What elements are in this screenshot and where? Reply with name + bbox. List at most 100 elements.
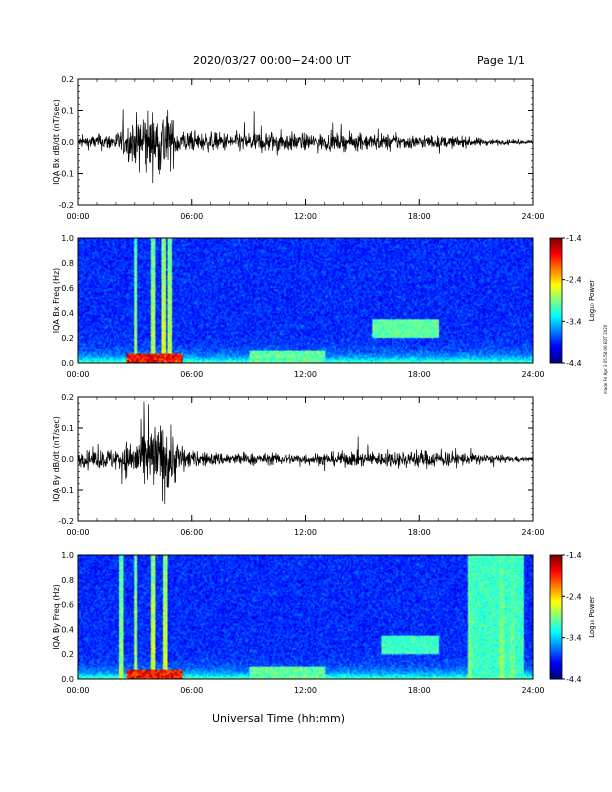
panel-4: 0.0 0.2 0.4 0.6 0.8 1.0 00:00 06:00 12:00 18:00 24… — [52, 551, 596, 695]
colorbar-tick-label: -4.4 — [566, 359, 582, 368]
y-tick-label: -0.2 — [58, 201, 74, 210]
colorbar-swatch — [550, 625, 562, 628]
y-tick-label: 0.2 — [61, 393, 74, 402]
colorbar-swatch — [550, 604, 562, 608]
colorbar-swatch — [550, 569, 562, 573]
colorbar-swatch — [550, 563, 562, 566]
x-tick-label: 18:00 — [408, 212, 431, 221]
colorbar-swatch — [550, 298, 562, 301]
panel-3: -0.2 -0.1 0.0 0.1 0.2 00:00 06:00 12:00 18:00 24:… — [52, 393, 545, 537]
y-tick-label: 0.0 — [61, 359, 74, 368]
colorbar-swatch — [550, 319, 562, 322]
colorbar-swatch — [550, 654, 562, 657]
colorbar-swatch — [550, 637, 562, 641]
colorbar-swatch — [550, 310, 562, 314]
y-tick-label: 0.0 — [61, 138, 74, 147]
colorbar-tick-label: -3.4 — [566, 317, 582, 326]
series-line — [78, 109, 533, 184]
x-tick-label: 06:00 — [180, 370, 203, 379]
colorbar-swatch — [550, 641, 562, 645]
colorbar-swatch — [550, 662, 562, 666]
y-tick-label: 1.0 — [61, 551, 74, 560]
colorbar-swatch — [550, 306, 562, 310]
colorbar-swatch — [550, 612, 562, 616]
spectrogram-image — [78, 555, 533, 679]
colorbar-swatch — [550, 331, 562, 335]
colorbar-swatch — [550, 313, 562, 316]
colorbar-swatch — [550, 588, 562, 591]
colorbar-swatch — [550, 344, 562, 347]
colorbar-swatch — [550, 335, 562, 339]
series-line — [78, 401, 533, 505]
colorbar-frame — [549, 237, 563, 364]
colorbar-swatch — [550, 583, 562, 587]
x-tick-label: 12:00 — [294, 370, 317, 379]
x-tick-label: 12:00 — [294, 528, 317, 537]
x-axis-label: Universal Time (hh:mm) — [212, 712, 345, 725]
y-axis-label: IQA Bx Freq (Hz) — [52, 268, 61, 334]
y-tick-label: 0.0 — [61, 455, 74, 464]
colorbar-swatch — [550, 658, 562, 661]
colorbar-swatch — [550, 581, 562, 585]
colorbar-swatch — [550, 333, 562, 337]
colorbar-swatch — [550, 327, 562, 331]
colorbar-swatch — [550, 342, 562, 345]
y-tick-label: 1.0 — [61, 234, 74, 243]
colorbar-swatch — [550, 352, 562, 356]
colorbar-swatch — [550, 263, 562, 266]
plot-frame — [77, 237, 534, 364]
colorbar-swatch — [550, 617, 562, 620]
x-tick-label: 24:00 — [521, 686, 544, 695]
y-tick-label: 0.8 — [61, 259, 74, 268]
panel-1: -0.2 -0.1 0.0 0.1 0.2 00:00 06:00 12:00 18:00 24:… — [52, 75, 545, 221]
y-tick-label: 0.6 — [61, 601, 74, 610]
x-tick-label: 24:00 — [521, 212, 544, 221]
x-tick-label: 18:00 — [408, 370, 431, 379]
colorbar-tick-label: -2.4 — [566, 276, 582, 285]
colorbar-swatch — [550, 635, 562, 639]
colorbar-swatch — [550, 575, 562, 579]
colorbar-swatch — [550, 608, 562, 612]
colorbar-swatch — [550, 238, 562, 241]
y-tick-label: 0.0 — [61, 675, 74, 684]
colorbar-swatch — [550, 596, 562, 599]
colorbar-swatch — [550, 594, 562, 597]
y-axis-label: IQA By dB/dt (nT/sec) — [52, 416, 61, 502]
colorbar-swatch — [550, 292, 562, 295]
y-tick-label: 0.6 — [61, 284, 74, 293]
colorbar-swatch — [550, 356, 562, 360]
y-tick-label: 0.8 — [61, 576, 74, 585]
colorbar: -1.4 -2.4 -3.4 -4.4 Log₁₀ Power — [549, 234, 596, 368]
x-tick-label: 24:00 — [521, 528, 544, 537]
colorbar-tick-label: -3.4 — [566, 634, 582, 643]
x-tick-label: 18:00 — [408, 686, 431, 695]
colorbar-swatch — [550, 573, 562, 577]
plot-title: 2020/03/27 00:00−24:00 UT — [193, 54, 351, 67]
y-tick-label: 0.4 — [61, 625, 74, 634]
x-tick-label: 06:00 — [180, 212, 203, 221]
colorbar-swatch — [550, 600, 562, 604]
colorbar-swatch — [550, 250, 562, 254]
colorbar-swatch — [550, 571, 562, 575]
colorbar-tick-label: -2.4 — [566, 592, 582, 601]
x-tick-label: 00:00 — [66, 686, 89, 695]
colorbar-swatch — [550, 623, 562, 626]
colorbar-swatch — [550, 258, 562, 262]
colorbar-swatch — [550, 648, 562, 651]
colorbar-swatch — [550, 577, 562, 581]
colorbar-swatch — [550, 279, 562, 283]
colorbar-swatch — [550, 296, 562, 299]
colorbar-swatch — [550, 248, 562, 251]
colorbar-swatch — [550, 629, 562, 632]
colorbar-swatch — [550, 267, 562, 270]
colorbar-swatch — [550, 317, 562, 320]
colorbar-swatch — [550, 240, 562, 243]
colorbar-swatch — [550, 656, 562, 659]
colorbar-swatch — [550, 674, 562, 678]
colorbar: -1.4 -2.4 -3.4 -4.4 Log₁₀ Power — [549, 551, 596, 684]
colorbar-swatch — [550, 561, 562, 564]
y-tick-label: 0.1 — [61, 424, 74, 433]
colorbar-swatch — [550, 275, 562, 279]
x-tick-label: 00:00 — [66, 528, 89, 537]
